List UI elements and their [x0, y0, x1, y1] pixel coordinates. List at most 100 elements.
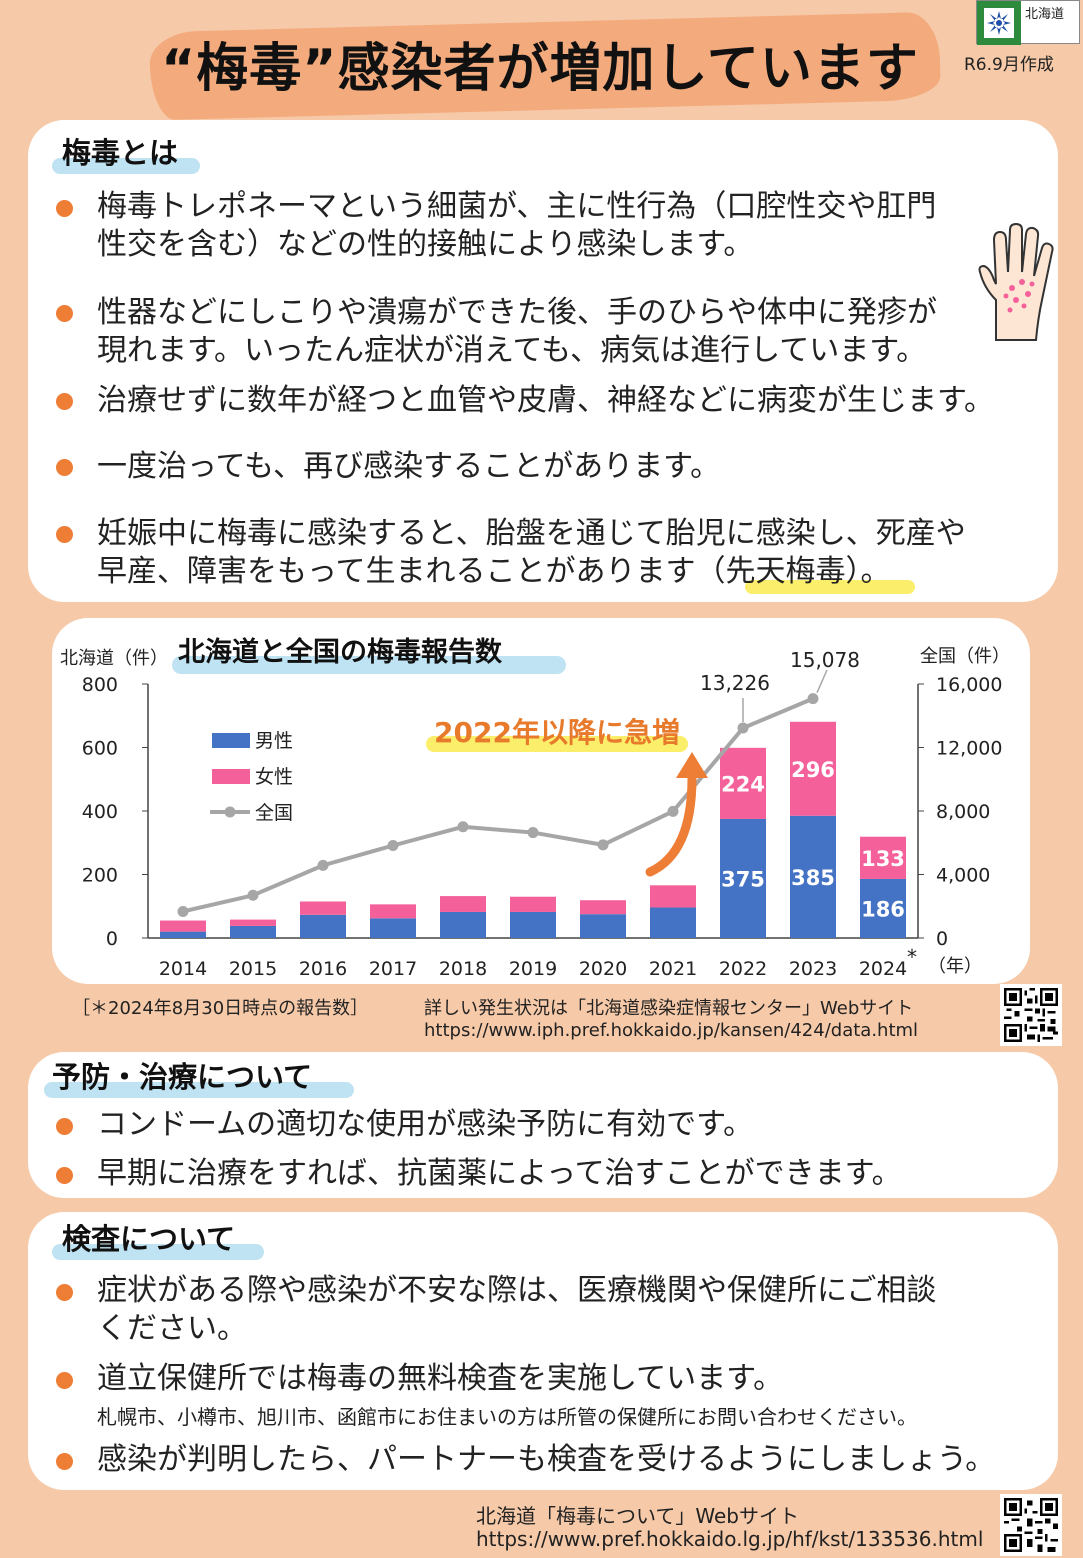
testing-bullet-2-note: 札幌市、小樽市、旭川市、函館市にお住まいの方は所管の保健所にお問い合わせください… — [97, 1405, 917, 1429]
bar-male — [790, 815, 836, 938]
about-bullet-5: 妊娠中に梅毒に感染すると、胎盤を通じて胎児に感染し、死産や 早産、障害をもって生… — [97, 516, 966, 589]
bar-male — [160, 931, 206, 938]
x-tick-label: 2014 — [159, 958, 207, 980]
annotation-text: 2022年以降に急増 — [434, 716, 680, 749]
bullet-dot — [56, 1453, 73, 1470]
legend-marker-national — [224, 806, 236, 818]
bullet-dot — [56, 1118, 73, 1135]
annotation-highlight — [426, 736, 688, 752]
bar-female-label: 133 — [861, 847, 905, 871]
right-tick-label: 0 — [936, 928, 948, 950]
bar-female — [720, 747, 766, 819]
bullet-dot — [56, 1372, 73, 1389]
footer-site-name: 北海道「梅毒について」Webサイト — [476, 1504, 800, 1528]
national-point — [667, 805, 679, 817]
hokkaido-logo: 北海道 — [976, 0, 1080, 45]
bar-male — [510, 911, 556, 938]
bar-female — [860, 836, 906, 879]
legend-label-female: 女性 — [255, 766, 293, 788]
left-tick-label: 200 — [82, 865, 118, 887]
prevention-card — [28, 1052, 1058, 1198]
legend-label-national: 全国 — [255, 802, 293, 824]
national-point — [177, 905, 189, 917]
chart-footnote-date: ［＊2024年8月30日時点の報告数］ — [72, 998, 369, 1019]
section-underline — [52, 1244, 264, 1260]
x-tick-label: 2021 — [649, 958, 697, 980]
about-card — [28, 120, 1058, 602]
bullet-dot — [56, 526, 73, 543]
bar-male-label: 375 — [721, 867, 765, 891]
chart-title: 北海道と全国の梅毒報告数 — [178, 636, 503, 668]
section-underline — [44, 1082, 354, 1098]
x-tick-label: 2022 — [719, 958, 767, 980]
annotation-arrow-shaft — [645, 773, 697, 877]
qr-code-icon[interactable] — [1000, 984, 1062, 1046]
about-bullet-3: 治療せずに数年が経つと血管や皮膚、神経などに病変が生じます。 — [97, 383, 994, 418]
bar-male — [440, 911, 486, 938]
bar-male — [650, 907, 696, 938]
right-tick-label: 16,000 — [936, 674, 1002, 696]
bullet-dot — [56, 1284, 73, 1301]
bar-female — [160, 920, 206, 932]
bar-male — [300, 914, 346, 938]
bullet-dot — [56, 200, 73, 217]
x-tick-label: 2020 — [579, 958, 627, 980]
legend-label-male: 男性 — [255, 730, 293, 752]
testing-bullet-2: 道立保健所では梅毒の無料検査を実施しています。 — [97, 1361, 784, 1396]
x-tick-label: 2024 — [859, 958, 907, 980]
chart-source-text: 詳しい発生状況は「北海道感染症情報センター」Webサイト — [424, 998, 914, 1019]
national-point — [247, 889, 259, 901]
bar-female — [300, 901, 346, 915]
national-point — [457, 821, 469, 833]
bar-female — [650, 885, 696, 908]
bullet-dot — [56, 393, 73, 410]
chart-source-url[interactable]: https://www.iph.pref.hokkaido.jp/kansen/… — [424, 1020, 919, 1041]
national-point — [317, 859, 329, 871]
national-data-label: 15,078 — [790, 648, 860, 672]
x-tick-label: 2017 — [369, 958, 417, 980]
about-bullet-2: 性器などにしこりや潰瘍ができた後、手のひらや体中に発疹が 現れます。いったん症状… — [97, 295, 937, 368]
footer-site-url[interactable]: https://www.pref.hokkaido.lg.jp/hf/kst/1… — [476, 1527, 984, 1551]
national-point — [807, 693, 819, 705]
right-tick-label: 12,000 — [936, 738, 1002, 760]
x-tick-label: 2019 — [509, 958, 557, 980]
bar-male — [580, 914, 626, 938]
testing-title: 検査について — [62, 1222, 236, 1256]
right-tick-label: 8,000 — [936, 801, 990, 823]
prevention-bullet-1: コンドームの適切な使用が感染予防に有効です。 — [97, 1107, 754, 1142]
hand-rash-icon — [976, 222, 1062, 344]
section-underline — [52, 158, 200, 174]
about-bullet-4: 一度治っても、再び感染することがあります。 — [97, 449, 721, 484]
bar-female — [440, 896, 486, 912]
bullet-dot — [56, 305, 73, 322]
bar-female — [580, 900, 626, 915]
testing-bullet-1: 症状がある際や感染が不安な際は、医療機関や保健所にご相談 ください。 — [97, 1273, 937, 1346]
left-tick-label: 800 — [82, 674, 118, 696]
national-point — [737, 722, 749, 734]
right-tick-label: 4,000 — [936, 865, 990, 887]
legend-swatch-female — [212, 769, 250, 784]
national-point — [387, 840, 399, 852]
x-axis-note-asterisk: * — [907, 945, 917, 969]
chart-title-underline — [172, 656, 566, 674]
prevention-bullet-2: 早期に治療をすれば、抗菌薬によって治すことができます。 — [97, 1156, 902, 1191]
bar-male — [370, 918, 416, 938]
creation-date: R6.9月作成 — [964, 55, 1054, 75]
legend-swatch-male — [212, 733, 250, 748]
bar-female-label: 224 — [721, 772, 765, 796]
bar-male — [720, 818, 766, 938]
x-tick-label: 2015 — [229, 958, 277, 980]
bullet-dot — [56, 1167, 73, 1184]
about-bullet-1: 梅毒トレポネーマという細菌が、主に性行為（口腔性交や肛門 性交を含む）などの性的… — [97, 189, 937, 262]
bar-male — [230, 925, 276, 938]
footer-qr-code-icon[interactable] — [1000, 1494, 1062, 1556]
left-tick-label: 400 — [82, 801, 118, 823]
bar-male-label: 186 — [861, 897, 905, 921]
national-line — [182, 696, 814, 914]
bar-male — [860, 878, 906, 938]
logo-name: 北海道 — [1025, 7, 1065, 22]
x-axis-unit: （年） — [928, 956, 982, 977]
bar-female — [370, 904, 416, 919]
congenital-highlight — [745, 580, 915, 594]
